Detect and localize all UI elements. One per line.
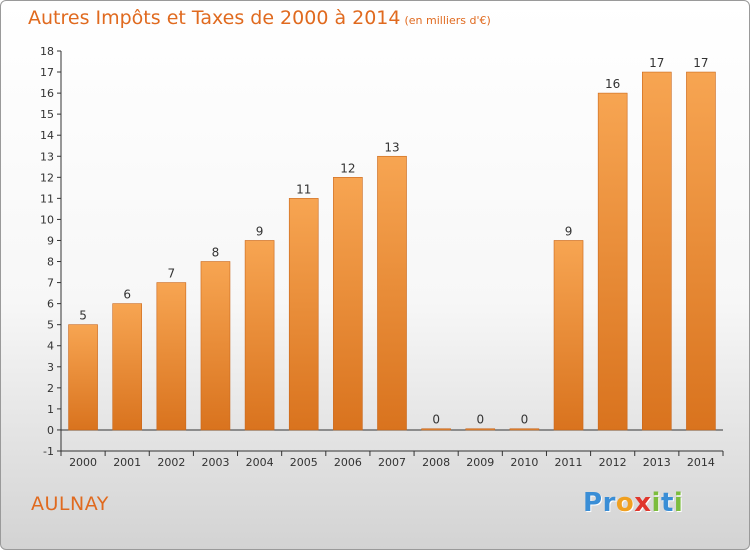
- bar: [200, 261, 231, 431]
- logo-letter: r: [602, 488, 616, 518]
- x-tick-label: 2001: [113, 456, 141, 469]
- x-tick-label: 2012: [599, 456, 627, 469]
- bar-value-label: 17: [693, 56, 708, 70]
- bar: [553, 240, 584, 431]
- x-tick-label: 2006: [334, 456, 362, 469]
- x-tick-label: 2009: [466, 456, 494, 469]
- y-tick-label: 18: [40, 45, 54, 58]
- bar-value-label: 9: [256, 224, 264, 238]
- logo-letter: x: [634, 488, 652, 518]
- bar-value-label: 6: [123, 288, 131, 302]
- bar: [686, 71, 716, 431]
- y-tick-label: 16: [40, 87, 54, 100]
- y-tick-label: 8: [47, 256, 54, 269]
- x-tick-label: 2008: [422, 456, 450, 469]
- x-tick-label: 2013: [643, 456, 671, 469]
- bar: [333, 177, 363, 431]
- commune-name: AULNAY: [31, 493, 109, 515]
- bar-value-label: 0: [432, 413, 440, 427]
- bar: [68, 324, 98, 431]
- bar: [509, 428, 540, 431]
- logo-letter: i: [673, 488, 684, 518]
- logo-letter: i: [651, 488, 661, 518]
- y-tick-label: 10: [40, 213, 54, 226]
- x-tick-label: 2005: [290, 456, 318, 469]
- y-tick-label: 12: [40, 171, 54, 184]
- y-tick-label: 15: [40, 108, 54, 121]
- bar-value-label: 7: [168, 267, 176, 281]
- y-tick-label: 3: [47, 361, 54, 374]
- bar-value-label: 12: [340, 161, 355, 175]
- bar-group: 5 6 7 8 9 11 12 13 0 0 0 9 16 17 17: [68, 56, 716, 431]
- chart-title: Autres Impôts et Taxes de 2000 à 2014 (en…: [28, 7, 491, 29]
- bar-value-label: 13: [384, 140, 399, 154]
- x-tick-label: 2003: [201, 456, 229, 469]
- y-tick-label: 0: [47, 424, 54, 437]
- proxiti-logo[interactable]: Proxiti: [583, 488, 683, 518]
- y-tick-label: 17: [40, 66, 54, 79]
- chart-title-main: Autres Impôts et Taxes de 2000 à 2014: [28, 7, 401, 29]
- bar: [465, 428, 496, 431]
- bar: [112, 303, 142, 431]
- x-tick-label: 2002: [157, 456, 185, 469]
- x-tick-label: 2000: [69, 456, 97, 469]
- bar: [156, 282, 187, 431]
- bar-value-label: 0: [476, 413, 484, 427]
- y-tick-label: 4: [47, 340, 54, 353]
- bar: [641, 71, 672, 431]
- bar-value-label: 8: [212, 246, 220, 260]
- y-tick-label: 7: [47, 277, 54, 290]
- y-tick-label: 13: [40, 150, 54, 163]
- y-tick-label: 1: [47, 403, 54, 416]
- x-axis: 2000 2001 2002 2003 2004 2005 2006 2007 2008 2009…: [60, 450, 724, 469]
- x-tick-label: 2014: [687, 456, 715, 469]
- bar-value-label: 0: [521, 413, 529, 427]
- x-tick-label: 2010: [510, 456, 538, 469]
- bar: [244, 240, 275, 431]
- y-tick-label: -1: [43, 445, 54, 458]
- x-tick-label: 2007: [378, 456, 406, 469]
- y-tick-label: 2: [47, 382, 54, 395]
- logo-letter: t: [660, 488, 674, 518]
- x-tick-label: 2011: [555, 456, 583, 469]
- y-tick-label: 6: [47, 298, 54, 311]
- x-tick-label: 2004: [246, 456, 274, 469]
- bar-value-label: 5: [79, 309, 87, 323]
- y-tick-label: 14: [40, 129, 54, 142]
- bar-value-label: 9: [565, 224, 573, 238]
- logo-letter: o: [615, 488, 635, 518]
- bar: [377, 155, 407, 431]
- bar-value-label: 17: [649, 56, 664, 70]
- bar-value-label: 16: [605, 77, 620, 91]
- chart-title-unit: (en milliers d'€): [404, 14, 491, 27]
- logo-letter: P: [583, 488, 603, 518]
- bar: [288, 198, 319, 431]
- y-tick-label: 11: [40, 192, 54, 205]
- bar: [597, 92, 628, 431]
- bar: [421, 428, 451, 431]
- bar-value-label: 11: [296, 182, 311, 196]
- y-tick-label: 9: [47, 234, 54, 247]
- y-tick-label: 5: [47, 319, 54, 332]
